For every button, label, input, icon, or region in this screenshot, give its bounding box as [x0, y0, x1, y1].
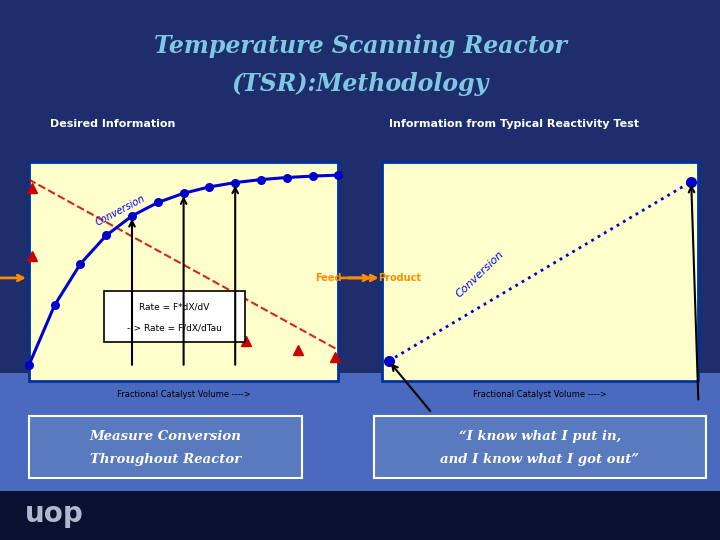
Bar [0, 491, 720, 540]
Bar [29, 162, 338, 381]
Text: Conversion: Conversion [94, 193, 147, 227]
Text: Fractional Catalyst Volume ---->: Fractional Catalyst Volume ----> [117, 390, 251, 400]
Text: Feed: Feed [315, 273, 342, 283]
Text: Product: Product [378, 273, 421, 283]
Text: --> Rate = F/dX/dTau: --> Rate = F/dX/dTau [127, 323, 222, 333]
Bar [29, 416, 302, 478]
Bar [382, 162, 698, 381]
Text: Fractional Catalyst Volume ---->: Fractional Catalyst Volume ----> [473, 390, 607, 400]
Text: Rate = F*dX/dV: Rate = F*dX/dV [140, 302, 210, 311]
Bar [0, 373, 720, 491]
Text: uop: uop [24, 500, 84, 528]
Text: Conversion: Conversion [454, 249, 505, 300]
Text: Information from Typical Reactivity Test: Information from Typical Reactivity Test [389, 119, 639, 129]
Text: Throughout Reactor: Throughout Reactor [90, 453, 241, 466]
Text: “I know what I put in,: “I know what I put in, [459, 430, 621, 443]
Text: Measure Conversion: Measure Conversion [90, 430, 241, 443]
Text: and I know what I got out”: and I know what I got out” [441, 453, 639, 466]
Bar [374, 416, 706, 478]
Text: (TSR):Methodology: (TSR):Methodology [231, 72, 489, 96]
Text: Temperature Scanning Reactor: Temperature Scanning Reactor [153, 34, 567, 58]
Bar [104, 291, 245, 342]
Text: Desired Information: Desired Information [50, 119, 176, 129]
